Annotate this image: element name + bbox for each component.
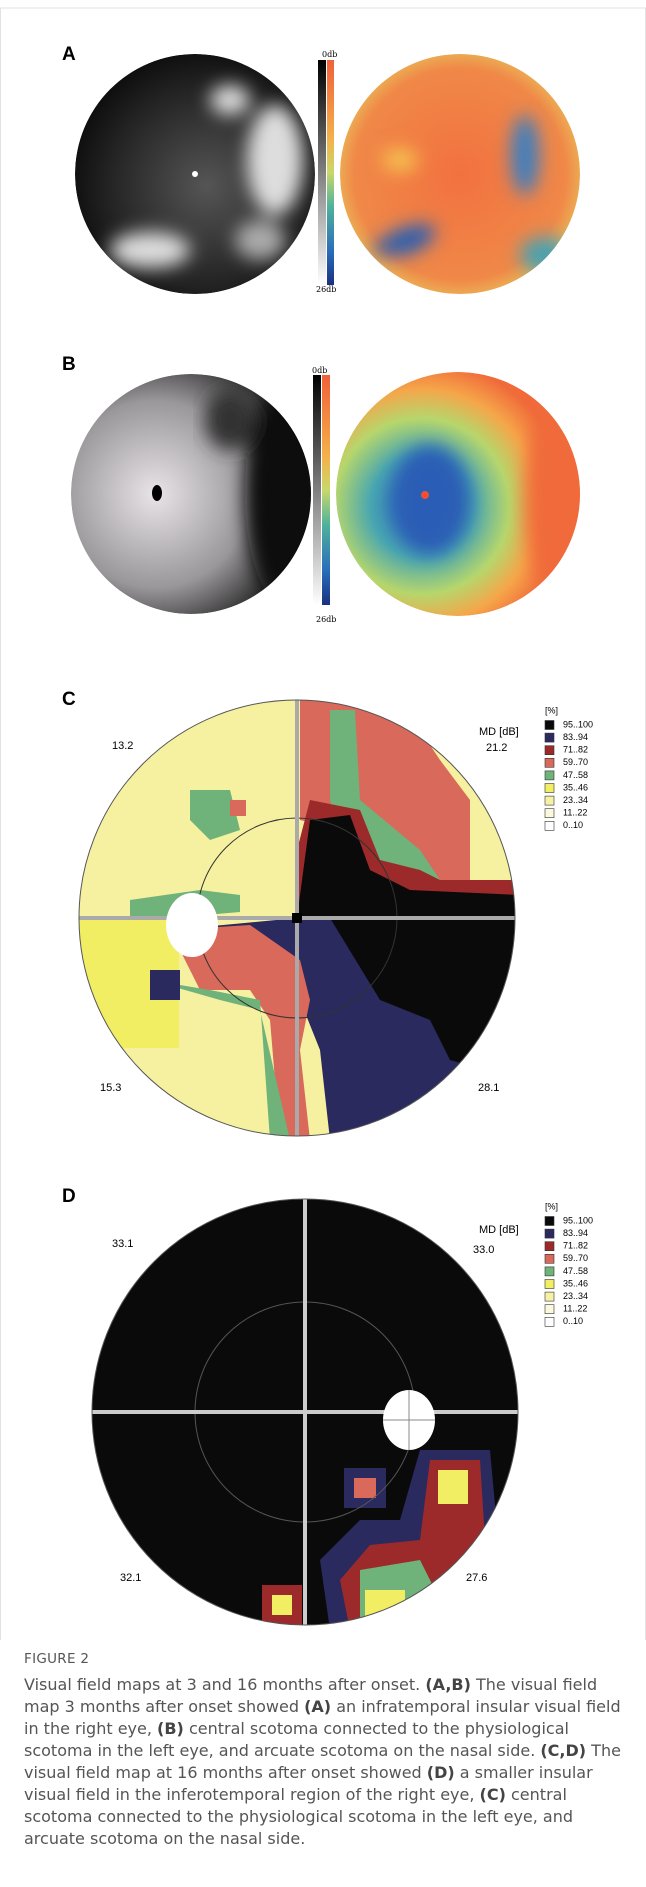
legend-swatch (545, 784, 554, 793)
legend-title: [%] (545, 705, 558, 715)
quadrant-md: 21.2 (486, 742, 507, 754)
legend-label: 59..70 (563, 1253, 588, 1263)
legend-swatch (545, 771, 554, 780)
scale-bar (327, 60, 334, 285)
scale-label: 26db (316, 615, 336, 624)
md-label: MD [dB] (479, 726, 519, 738)
legend-label: 83..94 (563, 732, 588, 742)
legend-label: 71..82 (563, 1241, 588, 1251)
figure: A 0db 26db B 0db 26db C MD [dB] 13.2 21.… (0, 0, 646, 1640)
legend-label: 83..94 (563, 1228, 588, 1238)
heat-map (340, 54, 580, 294)
quadrant-md: 28.1 (478, 1082, 499, 1094)
grayscale-map (75, 54, 315, 294)
figure-label: FIGURE 2 (24, 1648, 624, 1670)
panel-label: A (62, 44, 76, 65)
caption: FIGURE 2 Visual field maps at 3 and 16 m… (24, 1648, 624, 1850)
panel-label: B (62, 354, 76, 375)
legend-swatch (545, 796, 554, 805)
legend-label: 95..100 (563, 1215, 593, 1225)
quadrant-md: 27.6 (466, 1572, 487, 1584)
scale-label: 0db (322, 50, 337, 59)
caption-ref: (C,D) (540, 1741, 586, 1760)
legend-label: 47..58 (563, 770, 588, 780)
legend-title: [%] (545, 1201, 558, 1211)
quadrant-md: 32.1 (120, 1572, 141, 1584)
legend-label: 71..82 (563, 745, 588, 755)
legend-label: 95..100 (563, 719, 593, 729)
legend-swatch (545, 758, 554, 767)
legend-swatch (545, 1217, 554, 1226)
legend-label: 23..34 (563, 795, 588, 805)
field-map (92, 1199, 518, 1630)
legend-label: 0..10 (563, 1316, 583, 1326)
legend-label: 23..34 (563, 1291, 588, 1301)
legend-swatch (545, 821, 554, 830)
legend-swatch (545, 1305, 554, 1314)
quadrant-md: 13.2 (112, 740, 133, 752)
scale-bar (318, 60, 326, 285)
legend-swatch (545, 1317, 554, 1326)
quadrant-md: 33.1 (112, 1238, 133, 1250)
legend-label: 11..22 (563, 808, 587, 818)
panel-label: C (62, 689, 76, 710)
caption-ref: (A,B) (425, 1675, 471, 1694)
scale-bar (313, 375, 321, 605)
legend-label: 35..46 (563, 782, 588, 792)
grayscale-map (71, 374, 325, 614)
legend-label: 35..46 (563, 1278, 588, 1288)
scale-label: 26db (316, 285, 336, 294)
scale-label: 0db (312, 366, 327, 375)
caption-ref: (B) (157, 1719, 184, 1738)
legend-swatch (545, 1242, 554, 1251)
legend-label: 11..22 (563, 1304, 587, 1314)
caption-ref: (A) (304, 1697, 331, 1716)
md-label: MD [dB] (479, 1224, 519, 1236)
legend-swatch (545, 721, 554, 730)
page: A 0db 26db B 0db 26db C MD [dB] 13.2 21.… (0, 0, 646, 1887)
caption-segment: Visual field maps at 3 and 16 months aft… (24, 1675, 425, 1694)
quadrant-md: 33.0 (473, 1244, 494, 1256)
scale-bar (322, 375, 330, 605)
legend-swatch (545, 1229, 554, 1238)
panel-label: D (62, 1186, 76, 1207)
legend-swatch (545, 1267, 554, 1276)
legend-swatch (545, 733, 554, 742)
heat-map (336, 372, 585, 616)
legend-swatch (545, 809, 554, 818)
caption-ref: (D) (427, 1763, 455, 1782)
legend-label: 59..70 (563, 757, 588, 767)
legend-swatch (545, 746, 554, 755)
legend-swatch (545, 1280, 554, 1289)
caption-text: Visual field maps at 3 and 16 months aft… (24, 1674, 624, 1850)
legend-label: 47..58 (563, 1266, 588, 1276)
legend-label: 0..10 (563, 820, 583, 830)
quadrant-md: 15.3 (100, 1082, 121, 1094)
legend-swatch (545, 1254, 554, 1263)
legend-swatch (545, 1292, 554, 1301)
caption-ref: (C) (480, 1785, 506, 1804)
